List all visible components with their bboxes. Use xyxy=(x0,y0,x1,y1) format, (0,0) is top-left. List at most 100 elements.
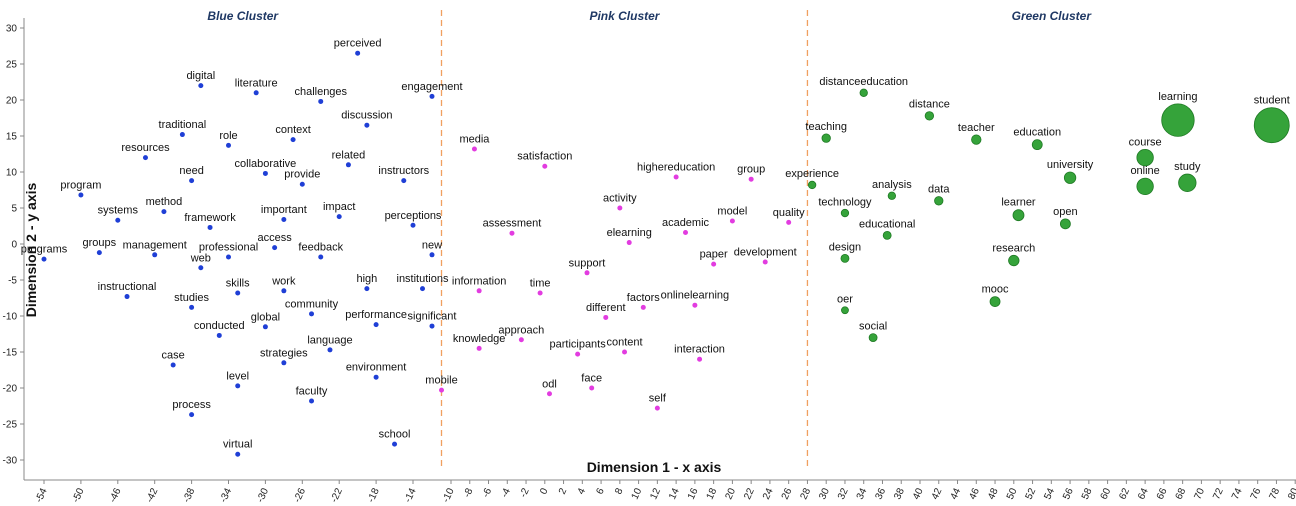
data-points xyxy=(41,50,1290,457)
point-label: resources xyxy=(121,142,170,154)
point-label: studies xyxy=(174,292,209,304)
data-point xyxy=(161,209,167,215)
data-point xyxy=(807,180,817,190)
data-point xyxy=(840,208,850,218)
y-tick-label: -5 xyxy=(8,276,17,287)
point-label: need xyxy=(179,165,203,177)
data-point xyxy=(429,93,435,99)
x-tick-label: 32 xyxy=(836,486,851,501)
x-tick-label: 44 xyxy=(949,486,964,501)
x-tick-label: -54 xyxy=(34,486,50,504)
data-point xyxy=(640,304,646,310)
point-label: learning xyxy=(1158,91,1197,103)
data-point xyxy=(476,288,482,294)
x-tick-label: -30 xyxy=(255,486,271,504)
x-tick-label: -34 xyxy=(218,486,234,504)
point-label: collaborative xyxy=(235,158,297,170)
data-point xyxy=(617,205,623,211)
data-point xyxy=(281,288,287,294)
data-point xyxy=(622,349,628,355)
data-point xyxy=(318,254,324,260)
data-point xyxy=(189,412,195,418)
data-point xyxy=(882,230,892,240)
point-label: development xyxy=(734,247,797,259)
x-tick-label: 16 xyxy=(686,486,701,501)
data-point xyxy=(262,170,268,176)
x-tick-label: 50 xyxy=(1005,486,1020,501)
x-tick-label: -10 xyxy=(441,486,457,504)
point-label: factors xyxy=(627,292,661,304)
x-tick-label: 38 xyxy=(892,486,907,501)
data-point xyxy=(1178,173,1197,192)
x-tick-label: 58 xyxy=(1080,486,1095,501)
x-axis-title: Dimension 1 - x axis xyxy=(587,459,722,475)
x-tick-label: -6 xyxy=(481,486,495,499)
point-label: education xyxy=(1013,127,1061,139)
x-tick-label: 56 xyxy=(1061,486,1076,501)
point-label: academic xyxy=(662,217,710,229)
data-point xyxy=(392,441,398,447)
y-axis-title: Dimension 2 - y axis xyxy=(23,182,39,317)
point-label: programs xyxy=(21,244,68,256)
data-point xyxy=(537,290,543,296)
x-tick-label: 64 xyxy=(1136,486,1151,501)
data-point xyxy=(309,398,315,404)
x-tick-label: 6 xyxy=(594,486,607,496)
data-point xyxy=(355,50,361,56)
y-tick-label: 0 xyxy=(11,240,17,251)
data-point xyxy=(762,259,768,265)
point-label: open xyxy=(1053,206,1077,218)
y-tick-label: -25 xyxy=(3,420,18,431)
point-label: perceived xyxy=(334,38,382,50)
data-point xyxy=(1161,103,1195,137)
data-point xyxy=(584,270,590,276)
y-tick-label: -30 xyxy=(3,456,18,467)
point-label: learner xyxy=(1001,197,1036,209)
point-label: work xyxy=(271,275,296,287)
point-label: study xyxy=(1174,161,1201,173)
x-tick-label: 34 xyxy=(855,486,870,501)
x-tick-label: 40 xyxy=(911,486,926,501)
data-point xyxy=(989,296,1001,308)
x-tick-label: 12 xyxy=(648,486,663,501)
point-label: school xyxy=(379,429,411,441)
x-tick-label: -38 xyxy=(181,486,197,504)
point-label: management xyxy=(123,239,187,251)
data-point xyxy=(1136,148,1154,167)
cluster-title: Blue Cluster xyxy=(207,9,279,23)
point-label: approach xyxy=(498,324,544,336)
point-label: mooc xyxy=(982,284,1009,296)
data-point xyxy=(272,245,278,251)
point-label: high xyxy=(356,273,377,285)
data-point xyxy=(748,176,754,182)
point-label: related xyxy=(332,149,366,161)
data-point xyxy=(189,178,195,184)
data-point xyxy=(887,191,897,200)
x-tick-label: 0 xyxy=(538,486,551,496)
x-tick-label: -22 xyxy=(329,486,345,504)
point-label: group xyxy=(737,164,765,176)
axes xyxy=(23,18,1296,481)
data-point xyxy=(1008,254,1020,267)
point-label: role xyxy=(219,130,237,142)
y-tick-label: -10 xyxy=(3,312,18,323)
point-label: level xyxy=(226,370,249,382)
x-tick-label: 52 xyxy=(1024,486,1039,501)
data-point xyxy=(179,132,185,138)
point-label: time xyxy=(530,277,551,289)
data-point xyxy=(1031,139,1043,151)
data-point xyxy=(207,224,213,230)
x-tick-label: 76 xyxy=(1249,486,1264,501)
data-point xyxy=(152,252,158,258)
point-label: technology xyxy=(818,196,872,208)
y-tick-label: 10 xyxy=(6,168,18,179)
x-tick-label: 70 xyxy=(1192,486,1207,501)
x-tick-label: 24 xyxy=(761,486,776,501)
data-point xyxy=(216,332,222,338)
point-label: face xyxy=(581,373,602,385)
x-tick-label: -14 xyxy=(403,486,419,504)
data-point xyxy=(170,362,176,368)
data-point xyxy=(420,286,425,292)
y-tick-label: 5 xyxy=(11,204,17,215)
